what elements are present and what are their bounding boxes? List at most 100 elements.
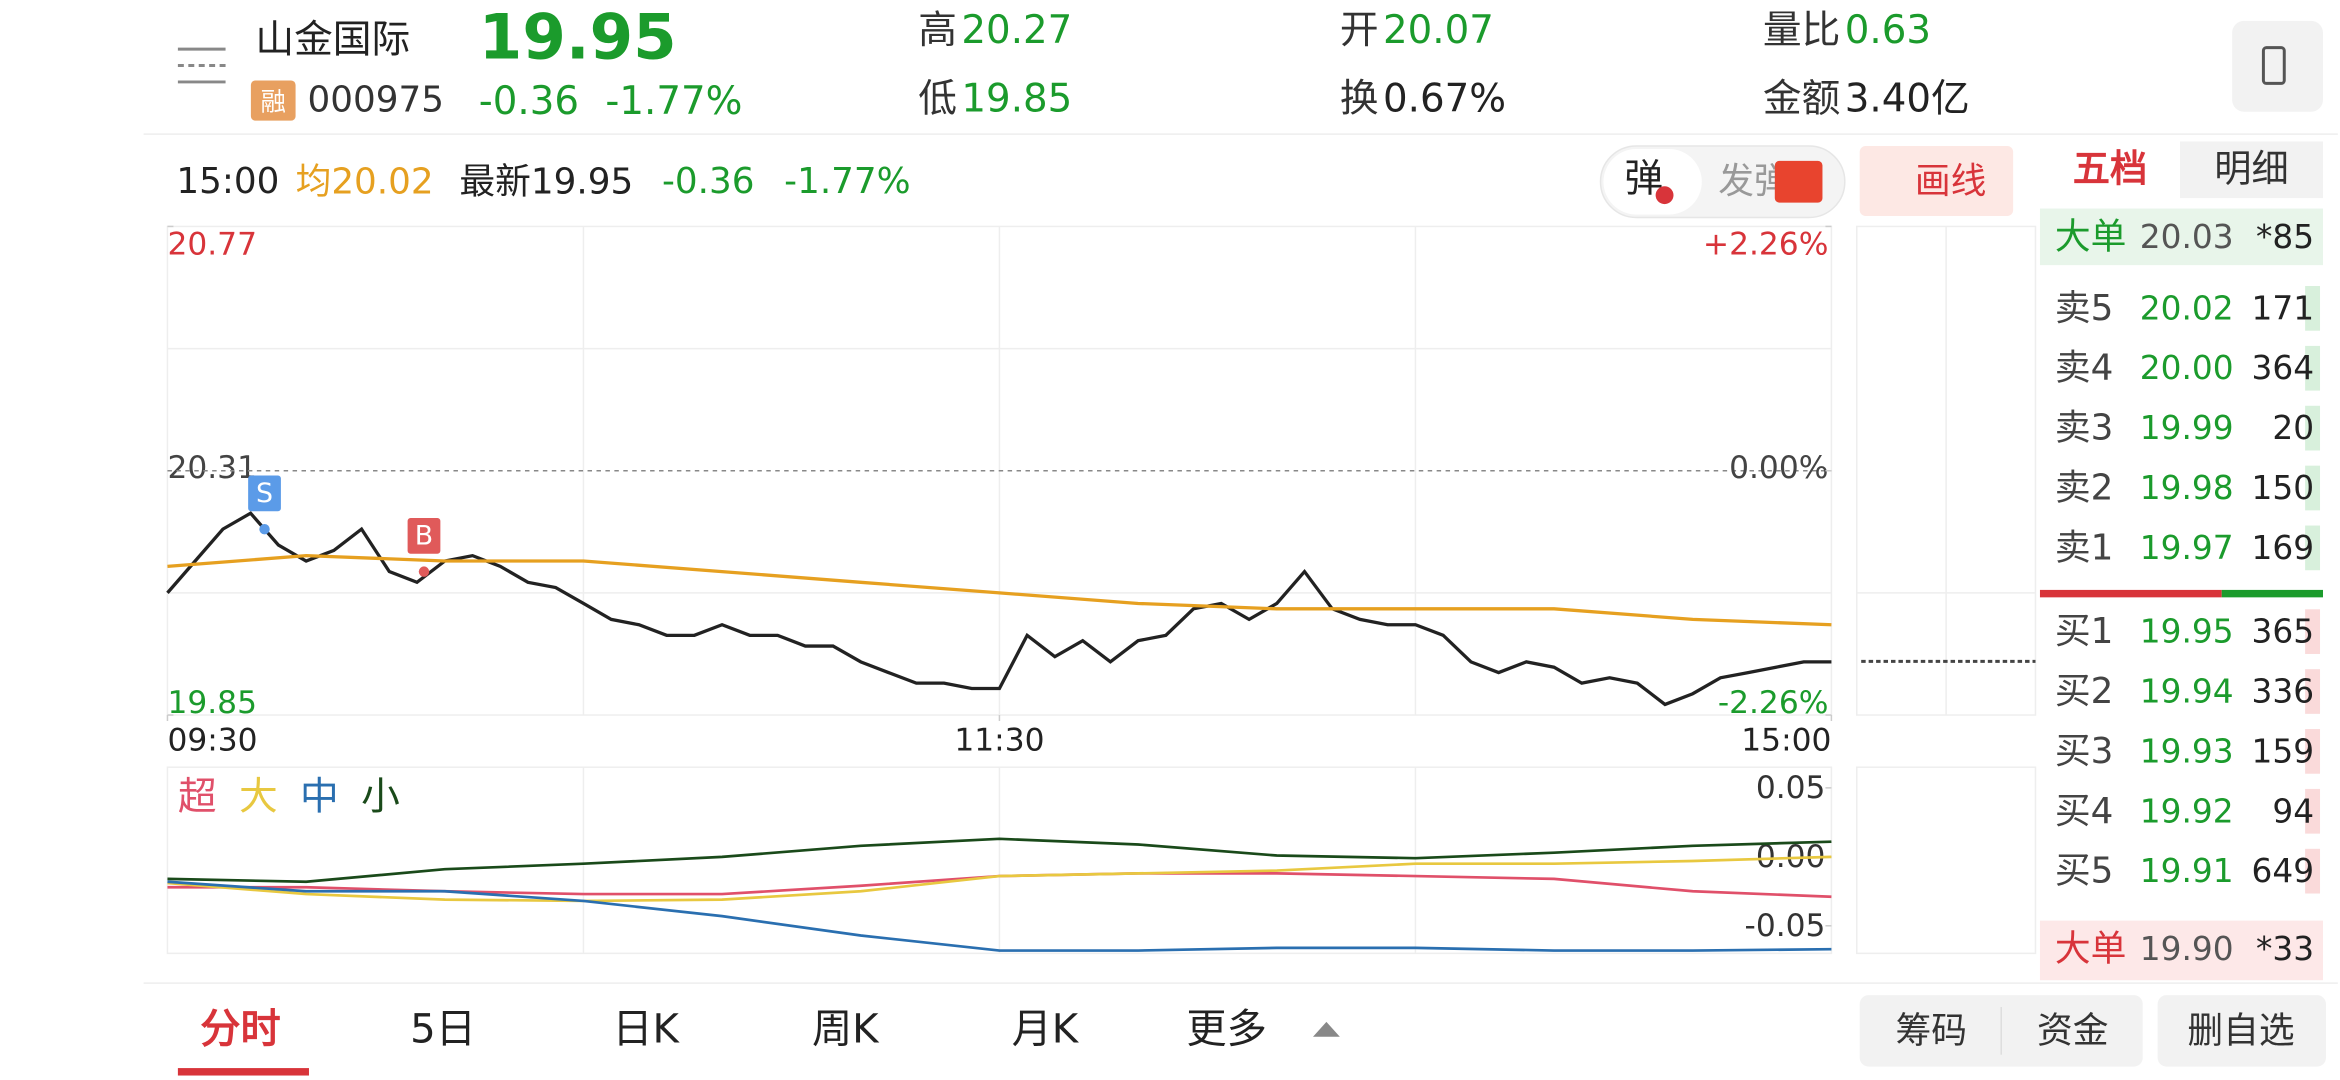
book-label: 卖3 bbox=[2055, 408, 2114, 449]
stat-value: 20.07 bbox=[1383, 7, 1494, 52]
y-tick-label: -0.05 bbox=[1745, 908, 1826, 944]
phone-button[interactable] bbox=[2232, 20, 2323, 112]
volume-bar bbox=[2305, 609, 2321, 654]
y2-tick-label: 0.00% bbox=[1729, 450, 1828, 486]
book-price: 19.97 bbox=[2140, 529, 2234, 567]
book-volume: *33 bbox=[2256, 930, 2314, 968]
stat-value: 0.67% bbox=[1383, 76, 1506, 121]
book-label: 买1 bbox=[2055, 611, 2114, 652]
series-line bbox=[167, 554, 1832, 627]
book-label: 大单 bbox=[2055, 216, 2127, 257]
tab-bg bbox=[2179, 141, 2323, 199]
volume-bar bbox=[2305, 345, 2321, 391]
chart-tab[interactable]: 5日 bbox=[410, 1006, 476, 1052]
stat: 金额 3.40亿 bbox=[1763, 76, 1970, 121]
book-label: 买3 bbox=[2055, 731, 2114, 772]
info-time: 15:00 bbox=[176, 161, 279, 202]
menu-icon[interactable] bbox=[177, 47, 226, 84]
book-label: 卖1 bbox=[2055, 527, 2114, 568]
stat-label: 金额 bbox=[1763, 76, 1840, 121]
stat-label: 低 bbox=[918, 76, 957, 121]
stat: 量比 0.63 bbox=[1763, 7, 1931, 52]
price: 19.95 bbox=[479, 1, 677, 74]
action-button[interactable]: 筹码 bbox=[1895, 1010, 1967, 1051]
chart-tab[interactable]: 周K bbox=[812, 1006, 880, 1052]
chart-tab[interactable]: 月K bbox=[1012, 1006, 1080, 1052]
chart-tab[interactable]: 日K bbox=[612, 1006, 680, 1052]
chart-tab[interactable]: 更多 bbox=[1186, 1006, 1266, 1052]
stat: 开 20.07 bbox=[1340, 7, 1494, 52]
stat-value: 3.40亿 bbox=[1845, 76, 1970, 121]
phone-icon bbox=[2261, 46, 2286, 85]
legend-entry: 大 bbox=[239, 774, 278, 819]
draw-button[interactable] bbox=[1859, 145, 2014, 216]
x-tick-label: 09:30 bbox=[167, 722, 257, 758]
draw-label: 画线 bbox=[1915, 161, 1987, 202]
stat: 换 0.67% bbox=[1340, 76, 1506, 121]
info-latest: 最新19.95 bbox=[459, 161, 633, 202]
annotation-point bbox=[418, 566, 430, 577]
avg-label: 均 bbox=[296, 161, 332, 202]
book-label: 卖4 bbox=[2055, 348, 2114, 389]
book-price: 19.91 bbox=[2140, 852, 2234, 890]
annotation-point bbox=[259, 523, 270, 535]
book-volume: 169 bbox=[2252, 529, 2315, 567]
info-change-pct: -1.77% bbox=[784, 161, 910, 202]
stat-value: 19.85 bbox=[961, 76, 1072, 121]
book-label: 买5 bbox=[2055, 851, 2114, 892]
action-button[interactable]: 资金 bbox=[2037, 1010, 2109, 1051]
legend-entry: 中 bbox=[300, 774, 339, 819]
stock-name: 山金国际 bbox=[255, 18, 410, 63]
annotation-label: B bbox=[415, 520, 433, 551]
stat-value: 20.27 bbox=[961, 7, 1072, 52]
action-box bbox=[2157, 995, 2326, 1067]
book-price: 19.93 bbox=[2140, 732, 2234, 770]
series-line bbox=[167, 880, 1832, 952]
mini-flow-frame bbox=[1855, 766, 2037, 955]
legend-entry: 小 bbox=[361, 774, 400, 819]
book-volume: 649 bbox=[2252, 852, 2315, 890]
book-label: 卖5 bbox=[2055, 288, 2114, 329]
stat-label: 开 bbox=[1340, 7, 1379, 52]
book-price: 19.95 bbox=[2140, 613, 2234, 651]
tab-underline bbox=[177, 1068, 309, 1076]
book-tab[interactable]: 明细 bbox=[2214, 146, 2288, 190]
book-volume: 336 bbox=[2252, 672, 2315, 710]
annotation-box bbox=[407, 518, 441, 554]
latest-value: 19.95 bbox=[531, 161, 633, 202]
book-tab[interactable]: 五档 bbox=[2073, 146, 2147, 190]
book-price: 19.92 bbox=[2140, 792, 2234, 830]
book-price: 19.99 bbox=[2140, 409, 2234, 447]
book-volume: 171 bbox=[2252, 289, 2315, 327]
x-tick-label: 15:00 bbox=[1741, 722, 1831, 758]
legend-entry: 超 bbox=[178, 774, 217, 819]
book-price: 20.03 bbox=[2140, 218, 2234, 256]
volume-bar bbox=[2305, 405, 2321, 451]
volume-bar bbox=[2305, 286, 2321, 331]
stat-label: 量比 bbox=[1763, 7, 1840, 52]
latest-label: 最新 bbox=[459, 161, 530, 202]
book-label: 买4 bbox=[2055, 791, 2114, 832]
series-line bbox=[167, 837, 1832, 884]
more-arrow[interactable] bbox=[1313, 1021, 1340, 1037]
stat-value: 0.63 bbox=[1845, 7, 1931, 52]
chart-tab[interactable]: 分时 bbox=[200, 1006, 280, 1052]
series-line bbox=[167, 855, 1832, 903]
tag: 融 bbox=[261, 86, 286, 116]
change-pct: -1.77% bbox=[605, 79, 742, 124]
volume-bar bbox=[2305, 788, 2321, 834]
book-label: 卖2 bbox=[2055, 468, 2114, 509]
book-price: 20.00 bbox=[2140, 349, 2234, 387]
y-tick-label: 20.31 bbox=[167, 450, 257, 486]
book-volume: 94 bbox=[2272, 792, 2314, 830]
tag-box bbox=[250, 80, 296, 121]
book-volume: 150 bbox=[2252, 469, 2315, 507]
book-volume: 159 bbox=[2252, 732, 2315, 770]
action-button[interactable]: 删自选 bbox=[2187, 1010, 2294, 1051]
danmaku-toggle[interactable] bbox=[1603, 148, 1702, 215]
annotation-box bbox=[248, 475, 281, 512]
big-buy-bg bbox=[2039, 920, 2323, 981]
stock-code: 000975 bbox=[307, 79, 443, 120]
